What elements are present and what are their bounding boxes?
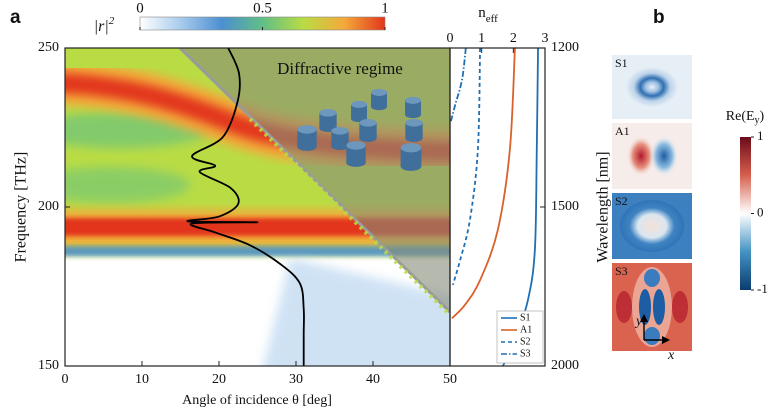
x-axis-label-part: n — [478, 5, 486, 21]
heatmap-region — [263, 258, 450, 366]
map-label: S1 — [615, 56, 628, 70]
x-tick-label: 0 — [62, 372, 69, 387]
colorbar-label-part: Re(E — [726, 109, 755, 124]
y2-tick-label: 1500 — [551, 199, 579, 214]
colorbar-label-part: |r| — [94, 18, 109, 35]
heatmap-region — [65, 167, 190, 203]
y-axis-label: Frequency [THz] — [13, 152, 30, 263]
colorbar-tick-label: 0 — [757, 204, 764, 219]
y-tick-label: 250 — [38, 40, 59, 55]
axis-arrow-label: y — [634, 314, 643, 329]
legend-label: S2 — [520, 336, 531, 347]
x-tick-label: 20 — [212, 372, 226, 387]
colorbar-tick-label: 1 — [381, 0, 389, 16]
x-axis-label: Angle of incidence θ [deg] — [182, 393, 332, 408]
legend-label: A1 — [520, 324, 532, 335]
heatmap-region — [248, 117, 450, 317]
heatmap-region — [178, 48, 450, 314]
colorbar — [740, 137, 751, 290]
x-axis-label-part: eff — [486, 13, 498, 25]
panel-label: a — [10, 7, 21, 28]
field-maps — [612, 55, 692, 351]
y-tick-label: 200 — [38, 199, 59, 214]
colorbar-tick-label: 1 — [757, 128, 764, 143]
colorbar-label-part: ) — [760, 109, 765, 124]
x-tick-label: 3 — [542, 31, 549, 46]
x-tick-label: 0 — [447, 31, 454, 46]
x-tick-label: 10 — [135, 372, 149, 387]
map-label: A1 — [615, 124, 630, 138]
colorbar-label-part: 2 — [109, 15, 115, 27]
heatmap-region — [65, 218, 450, 236]
y2-tick-label: 1200 — [551, 40, 579, 55]
colorbar-label: |r|2 — [94, 15, 115, 35]
mode-line — [450, 47, 467, 122]
x-tick-label: 30 — [289, 372, 303, 387]
x-tick-label: 1 — [478, 31, 485, 46]
mode-line — [451, 47, 481, 286]
colorbar-label: Re(Ey) — [726, 109, 765, 126]
x-axis-label: neff — [478, 5, 498, 24]
legend-label: S3 — [520, 348, 531, 359]
panel-label: b — [653, 7, 665, 28]
y2-axis-label: Wavelength [nm] — [595, 151, 612, 262]
map-label: S3 — [615, 264, 628, 278]
map-label: S2 — [615, 194, 628, 208]
y-tick-label: 150 — [38, 358, 59, 373]
y2-tick-label: 2000 — [551, 358, 579, 373]
spectrum-line — [186, 47, 305, 366]
x-tick-label: 40 — [366, 372, 380, 387]
heatmap — [65, 48, 450, 366]
x-tick-label: 50 — [443, 372, 457, 387]
axis-arrow-label: x — [667, 348, 675, 363]
colorbar-tick-label: 0 — [136, 0, 144, 16]
colorbar-label-part: y — [755, 115, 760, 126]
heatmap-region — [65, 246, 450, 258]
colorbar-tick-label: -1 — [757, 281, 768, 296]
mode-line — [451, 47, 516, 319]
x-tick-label: 2 — [510, 31, 517, 46]
legend-label: S1 — [520, 312, 531, 323]
colorbar-tick-label: 0.5 — [253, 0, 272, 16]
annotation: Diffractive regime — [277, 59, 403, 78]
